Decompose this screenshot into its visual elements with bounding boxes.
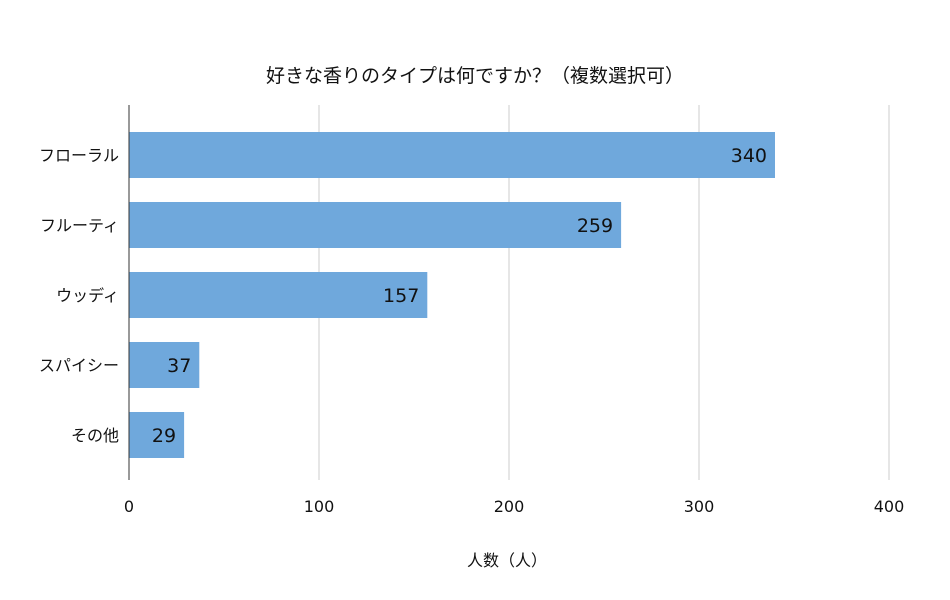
data-labels: 340 259 157 37 29 [152,145,767,447]
category-label: フルーティ [40,216,119,235]
bar [129,342,200,388]
bar [129,132,775,178]
chart-title: 好きな香りのタイプは何ですか？（複数選択可） [266,65,684,87]
bar [129,202,622,248]
data-label: 259 [577,215,613,237]
x-tick-labels: 0 100 200 300 400 [124,497,904,516]
category-label: フローラル [39,146,119,165]
data-label: 29 [152,425,176,447]
x-tick-label: 300 [684,497,715,516]
x-axis-label: 人数（人） [467,551,547,570]
x-tick-label: 200 [494,497,525,516]
data-label: 37 [167,355,191,377]
data-label: 340 [731,145,767,167]
x-tick-label: 0 [124,497,134,516]
data-label: 157 [383,285,419,307]
x-tick-label: 400 [874,497,905,516]
bars [129,132,775,458]
bar [129,412,185,458]
bar [129,272,428,318]
category-label: その他 [71,426,119,445]
x-tick-label: 100 [304,497,335,516]
category-label: ウッディ [56,286,119,305]
category-label: スパイシー [39,356,119,375]
